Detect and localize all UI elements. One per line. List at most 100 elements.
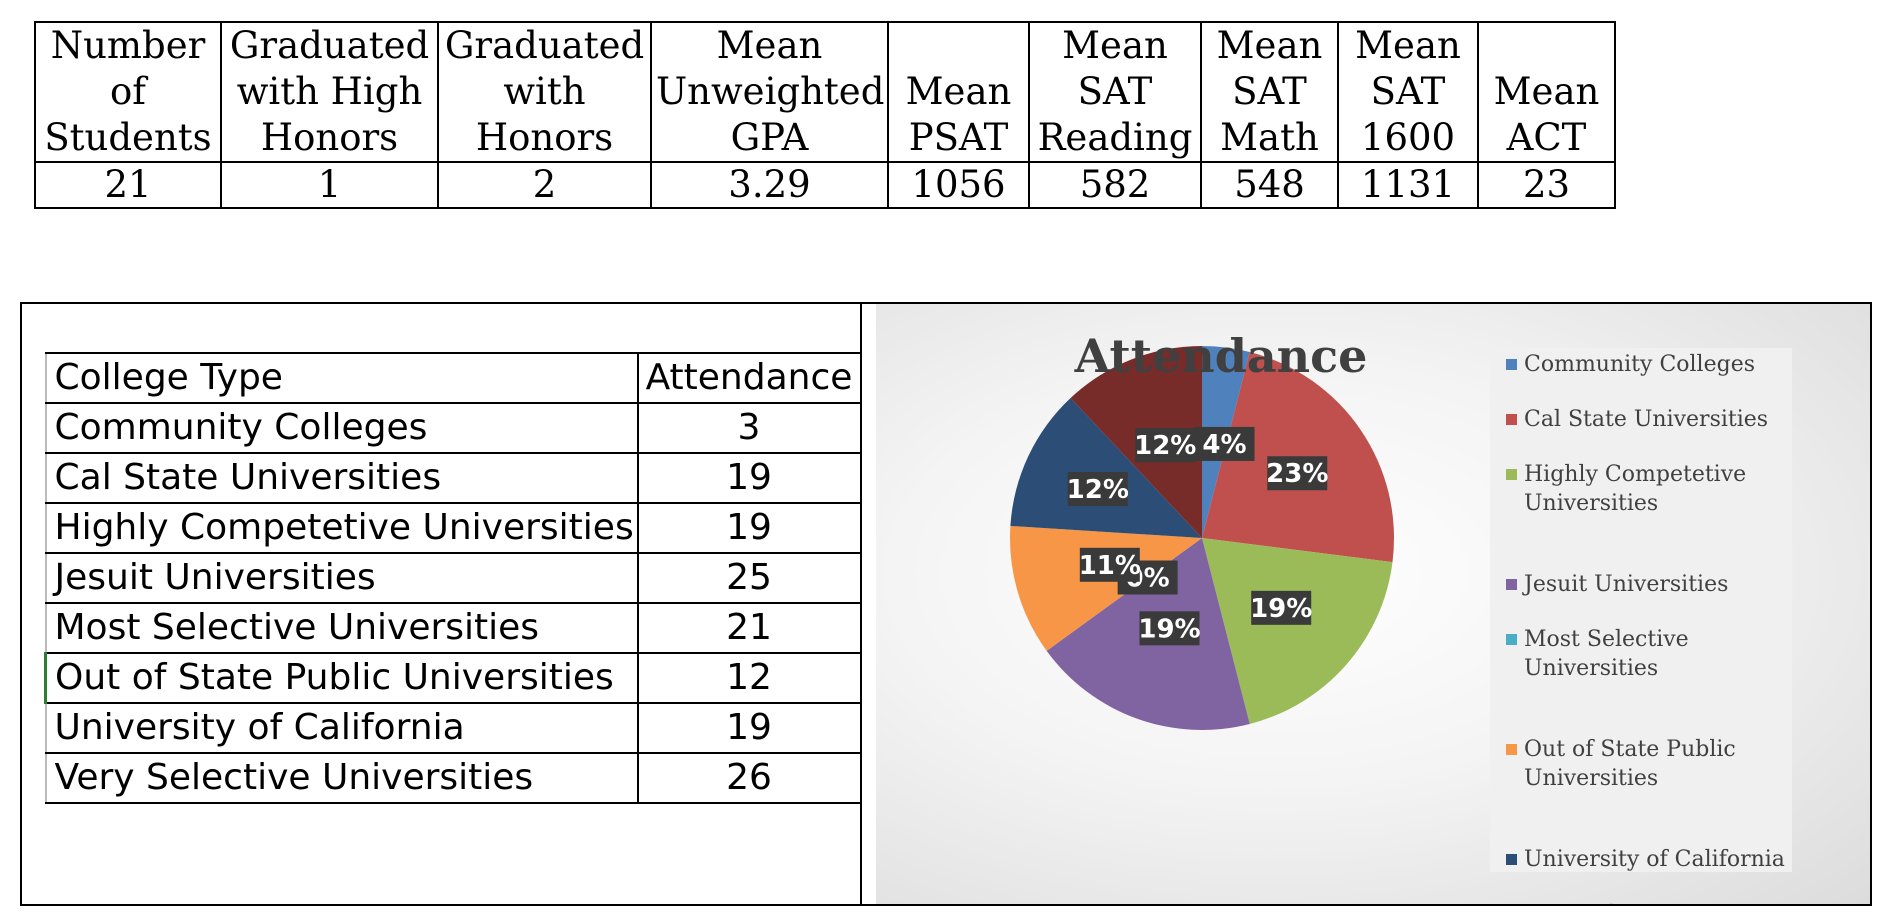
legend-item: Out of State Public Universities — [1506, 735, 1788, 793]
table-row: Community Colleges 3 — [44, 402, 860, 454]
stats-header-line: Graduated — [444, 24, 645, 67]
data-label: 19% — [1250, 590, 1312, 625]
attendance-cell: 3 — [637, 402, 860, 454]
attendance-cell: 12 — [637, 652, 860, 704]
stats-value-cell: 1131 — [1337, 161, 1479, 209]
stats-header-line: Mean — [716, 24, 823, 67]
data-label-text: 4% — [1202, 430, 1246, 460]
stats-header-line: Honors — [475, 116, 614, 159]
college-type-cell: Very Selective Universities — [44, 752, 639, 804]
legend-swatch — [1506, 854, 1517, 865]
data-label: 19% — [1138, 611, 1201, 646]
data-label: 4% — [1194, 426, 1255, 461]
stats-header-line: Reading — [1037, 116, 1193, 159]
frame-divider — [860, 302, 862, 906]
table-row: Out of State Public Universities 12 — [44, 652, 860, 704]
data-label-box — [1079, 547, 1140, 582]
legend-item: Highly Competetive Universities — [1506, 460, 1788, 518]
stats-value-cell: 23 — [1477, 161, 1616, 209]
stats-header-cell: Mean SAT Math — [1200, 21, 1339, 163]
attendance-cell: 19 — [637, 452, 860, 504]
data-label-box — [1135, 428, 1196, 463]
stats-header-cell: Graduated with Honors — [437, 21, 652, 163]
stats-header-line: Mean — [1062, 24, 1168, 67]
pie-slice — [1010, 398, 1202, 538]
data-label-box — [1139, 611, 1200, 646]
pie-slice — [1202, 538, 1393, 724]
stats-header-cell: Mean SAT 1600 — [1337, 21, 1479, 163]
legend-label: Community Colleges — [1524, 352, 1755, 377]
data-label-box — [1267, 456, 1328, 491]
legend-item: Community Colleges — [1506, 350, 1788, 379]
legend-label: Cal State Universities — [1524, 407, 1769, 432]
table-row: Jesuit Universities 25 — [44, 552, 860, 604]
legend-swatch — [1506, 744, 1517, 755]
table-row: Very Selective Universities 26 — [44, 752, 860, 804]
legend-item: University of California — [1506, 845, 1788, 874]
college-type-cell: Community Colleges — [44, 402, 639, 454]
stats-header-line: Mean — [1216, 24, 1323, 67]
data-label-text: 19% — [1250, 594, 1312, 624]
college-type-cell: Jesuit Universities — [44, 552, 639, 604]
college-attendance-table: College Type Attendance Community Colleg… — [44, 352, 860, 804]
legend-label: Universities — [1524, 491, 1659, 516]
stats-header-cell: Graduated with High Honors — [220, 21, 439, 163]
stats-header-cell: Mean PSAT — [887, 21, 1030, 163]
stats-value-cell: 582 — [1028, 161, 1202, 209]
legend-label: Universities — [1524, 766, 1659, 791]
college-type-header: College Type — [44, 352, 639, 404]
data-label-box — [1251, 590, 1312, 625]
data-label-box — [1194, 426, 1255, 461]
college-type-cell: University of California — [44, 702, 639, 754]
college-type-cell: Most Selective Universities — [44, 602, 639, 654]
stats-header-cell: Mean SAT Reading — [1028, 21, 1202, 163]
legend-item: Jesuit Universities — [1506, 570, 1788, 599]
table-row: Cal State Universities 19 — [44, 452, 860, 504]
stats-header-line: with — [503, 70, 586, 113]
data-label-text: 23% — [1266, 459, 1328, 489]
legend-swatch — [1506, 634, 1517, 645]
stats-header-line: of — [110, 70, 146, 113]
stats-value-cell: 3.29 — [650, 161, 889, 209]
legend-swatch — [1506, 359, 1517, 370]
data-label: 11% — [1079, 547, 1141, 582]
stats-value-cell: 2 — [437, 161, 652, 209]
stats-value-cell: 1056 — [887, 161, 1030, 209]
legend-label: University of California — [1524, 847, 1785, 872]
legend-swatch — [1506, 469, 1517, 480]
stats-header-line: Unweighted — [656, 70, 885, 113]
data-label-box — [1067, 471, 1128, 506]
stats-value-row: 21 1 2 3.29 1056 582 548 1131 23 — [34, 161, 1616, 209]
legend-label: Highly Competetive — [1524, 462, 1747, 487]
chart-legend: Community Colleges Cal State Universities… — [1490, 348, 1792, 904]
stats-header-line: Mean — [905, 70, 1012, 113]
pie-chart-svg: 4%23%19%19%0%11%12%12% — [1010, 346, 1394, 730]
stats-header-cell: Mean ACT — [1477, 21, 1616, 163]
attendance-chart: 4% 23% 19% 19% 0% 11% 12% 12% Attendance Commun… — [876, 304, 1870, 904]
table-row: University of California 19 — [44, 702, 860, 754]
stats-header-cell: Number of Students — [34, 21, 222, 163]
data-label: 12% — [1134, 428, 1196, 463]
stats-header-cell: Mean Unweighted GPA — [650, 21, 889, 163]
college-type-cell: Highly Competetive Universities — [44, 502, 639, 554]
stats-header-line: Mean — [1355, 24, 1461, 67]
stats-header-line: 1600 — [1360, 116, 1456, 159]
data-label: 23% — [1266, 456, 1328, 491]
data-label-text: 12% — [1134, 431, 1196, 461]
legend-label: Jesuit Universities — [1524, 572, 1729, 597]
stats-header-line: Honors — [260, 116, 399, 159]
table-row: Most Selective Universities 21 — [44, 602, 860, 654]
legend-label: Universities — [1524, 656, 1659, 681]
chart-title: Attendance — [1074, 329, 1368, 383]
stats-value-cell: 1 — [220, 161, 439, 209]
college-type-cell: Out of State Public Universities — [44, 652, 639, 704]
legend-swatch — [1506, 414, 1517, 425]
student-stats-table: Number of Students Graduated with High Honors… — [34, 21, 1616, 209]
stats-value-cell: 548 — [1200, 161, 1339, 209]
pie-slice — [1010, 525, 1202, 651]
stats-header-line: Number — [50, 24, 206, 67]
legend-label: Very Selective — [1524, 900, 1788, 904]
stats-header-line: Math — [1220, 116, 1319, 159]
college-table-header-row: College Type Attendance — [44, 352, 860, 404]
legend-label: Most Selective — [1524, 627, 1689, 652]
